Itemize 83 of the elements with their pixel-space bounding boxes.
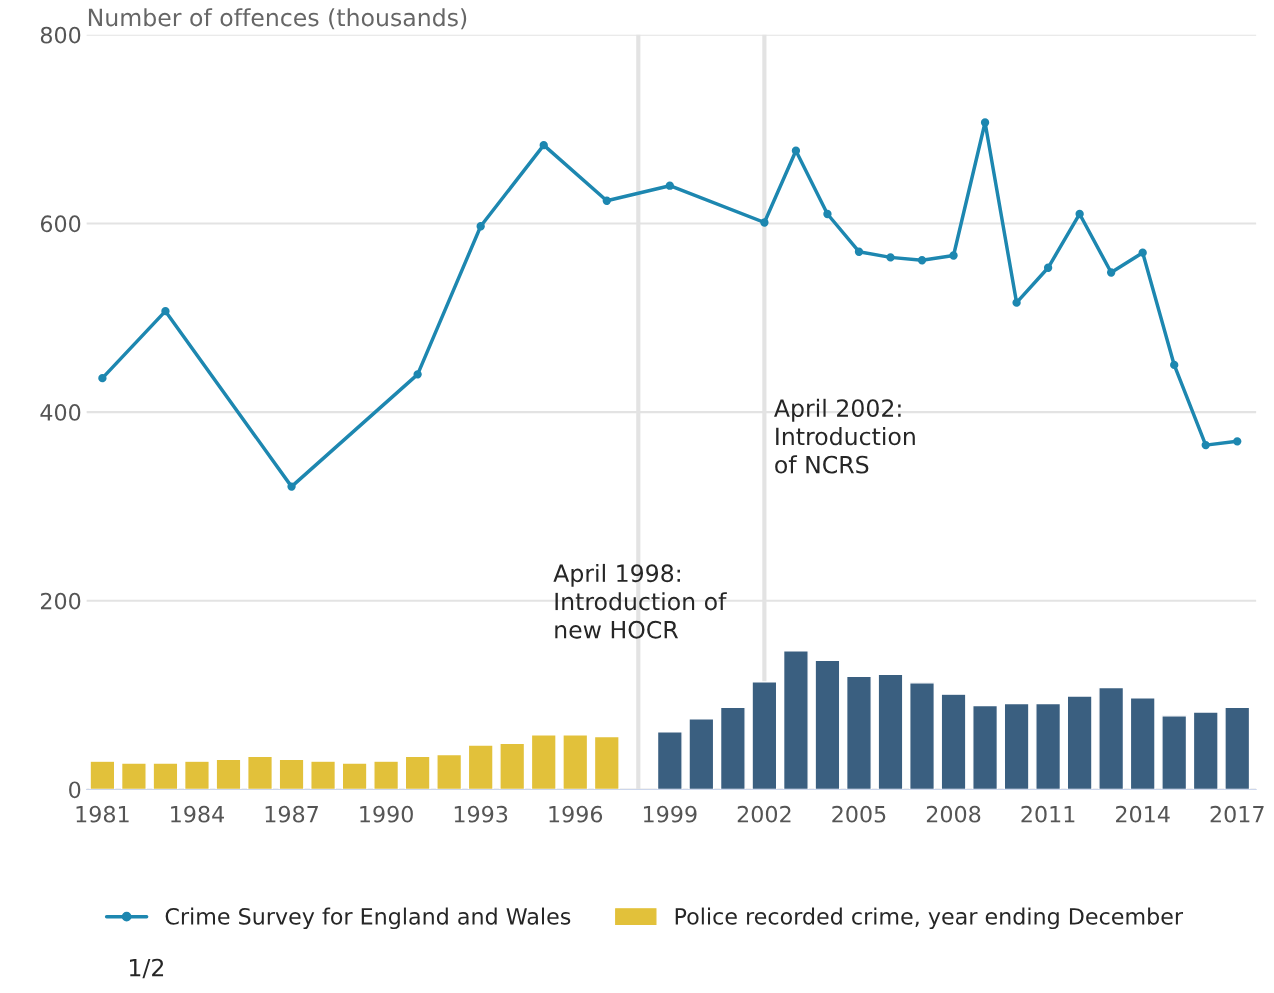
ref-line-label: April 1998: Introduction of new HOCR [553,563,727,639]
x-tick-label: 1984 [171,805,224,823]
x-tick-label: 1993 [454,805,508,823]
bar [1224,706,1251,790]
point [917,256,927,265]
bar [1161,715,1188,790]
bar [183,760,210,790]
bar [404,755,431,790]
bar [341,762,368,790]
bar [120,762,147,790]
point [760,218,769,227]
text: 1/2 [129,958,164,979]
bar [89,760,116,790]
ref-line-label: April 2002: Introduction of NCRS [774,398,915,474]
point [980,118,990,127]
point [886,253,895,262]
y-axis-title: Number of offences (thousands) [88,8,467,30]
point [665,181,674,190]
bar [152,762,179,790]
point [823,209,832,219]
bar [719,706,746,790]
x-tick-label: 1987 [265,805,318,823]
bar [467,744,494,790]
bar [278,758,305,790]
bar [656,731,683,790]
bar [1192,711,1219,790]
bar [562,734,589,790]
point [1233,437,1242,446]
x-tick-label: 1999 [643,805,697,823]
point [98,373,107,383]
legend-label: Police recorded crime, year ending December [675,907,1184,930]
bar [1129,697,1156,790]
bar [940,693,967,790]
bar [530,734,557,790]
bar [247,755,274,790]
x-tick-label: 2005 [832,805,886,823]
bar [845,675,872,790]
bar [814,659,841,790]
x-tick-label: 2014 [1116,805,1170,823]
x-tick-label: 1981 [76,805,129,823]
bar [373,760,400,790]
bar [593,735,620,790]
point [1201,440,1210,450]
y-tick-label: 200 [40,592,81,610]
bar [1066,695,1093,790]
point [161,306,170,316]
bar [1035,702,1062,790]
point [602,196,611,205]
bar [1003,702,1030,790]
bar [1098,686,1125,790]
point [854,247,864,256]
point [791,146,801,155]
y-tick-label: 400 [40,404,81,421]
y-tick-label: 600 [40,215,81,233]
point [1012,298,1021,307]
y-tick-label: 0 [69,781,81,799]
point [1075,209,1084,219]
bar [877,673,904,790]
bar [782,650,809,790]
bar [310,760,337,790]
bar [436,753,463,790]
bar [688,717,715,790]
point [1106,268,1116,277]
x-tick-label: 2002 [737,805,791,823]
bar [499,742,526,790]
point [1170,360,1179,370]
point [287,482,296,491]
x-tick-label: 2008 [926,805,981,823]
x-tick-label: 2017 [1210,805,1264,823]
y-tick-label: 800 [40,26,81,44]
point [1138,248,1147,257]
bar [215,758,242,790]
point [413,370,422,379]
point [476,222,485,231]
x-tick-label: 1990 [360,805,413,823]
point [1043,263,1053,272]
x-tick-label: 2011 [1021,805,1075,823]
legend-label: Crime Survey for England and Wales [165,907,571,930]
bar [972,704,999,790]
bar [909,682,936,790]
point [539,140,548,150]
x-tick-label: 1996 [549,805,603,823]
bar [751,681,778,790]
